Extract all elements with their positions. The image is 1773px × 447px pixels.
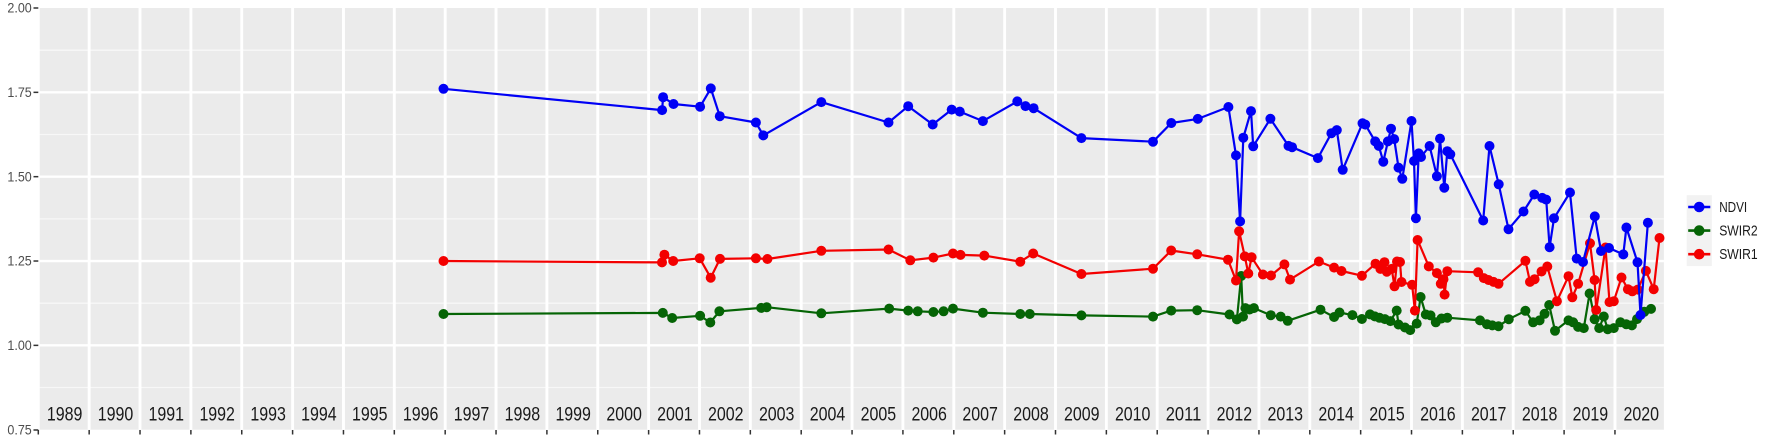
svg-text:1994: 1994 [301, 404, 337, 425]
svg-text:2007: 2007 [962, 404, 998, 425]
svg-text:2018: 2018 [1522, 404, 1558, 425]
svg-text:1.00: 1.00 [7, 338, 31, 354]
svg-text:2004: 2004 [810, 404, 846, 425]
svg-text:2017: 2017 [1471, 404, 1507, 425]
svg-text:2011: 2011 [1166, 404, 1202, 425]
svg-text:2020: 2020 [1624, 404, 1660, 425]
svg-text:2001: 2001 [657, 404, 693, 425]
svg-text:2013: 2013 [1268, 404, 1304, 425]
svg-text:2015: 2015 [1369, 404, 1405, 425]
svg-text:1.75: 1.75 [7, 85, 31, 101]
svg-text:SWIR2: SWIR2 [1719, 223, 1758, 239]
svg-text:2003: 2003 [759, 404, 795, 425]
svg-text:1996: 1996 [403, 404, 439, 425]
svg-text:2016: 2016 [1420, 404, 1456, 425]
svg-text:1.25: 1.25 [7, 254, 31, 270]
svg-text:NDVI: NDVI [1719, 200, 1747, 216]
svg-text:2006: 2006 [911, 404, 947, 425]
svg-text:2019: 2019 [1573, 404, 1609, 425]
svg-text:2008: 2008 [1013, 404, 1049, 425]
svg-text:1989: 1989 [47, 404, 83, 425]
svg-text:0.75: 0.75 [7, 423, 31, 439]
svg-text:SWIR1: SWIR1 [1719, 247, 1758, 263]
svg-text:1993: 1993 [250, 404, 286, 425]
svg-text:1990: 1990 [98, 404, 134, 425]
svg-text:1991: 1991 [149, 404, 185, 425]
svg-text:1999: 1999 [555, 404, 591, 425]
svg-text:1998: 1998 [505, 404, 541, 425]
svg-text:2002: 2002 [708, 404, 744, 425]
svg-text:1997: 1997 [454, 404, 490, 425]
svg-text:2010: 2010 [1115, 404, 1151, 425]
svg-text:2014: 2014 [1318, 404, 1354, 425]
svg-text:1.50: 1.50 [7, 169, 31, 185]
svg-text:2000: 2000 [606, 404, 642, 425]
svg-text:2.00: 2.00 [7, 1, 31, 17]
svg-text:2009: 2009 [1064, 404, 1100, 425]
svg-text:1992: 1992 [199, 404, 235, 425]
svg-text:1995: 1995 [352, 404, 388, 425]
svg-text:2005: 2005 [861, 404, 897, 425]
svg-text:2012: 2012 [1217, 404, 1253, 425]
